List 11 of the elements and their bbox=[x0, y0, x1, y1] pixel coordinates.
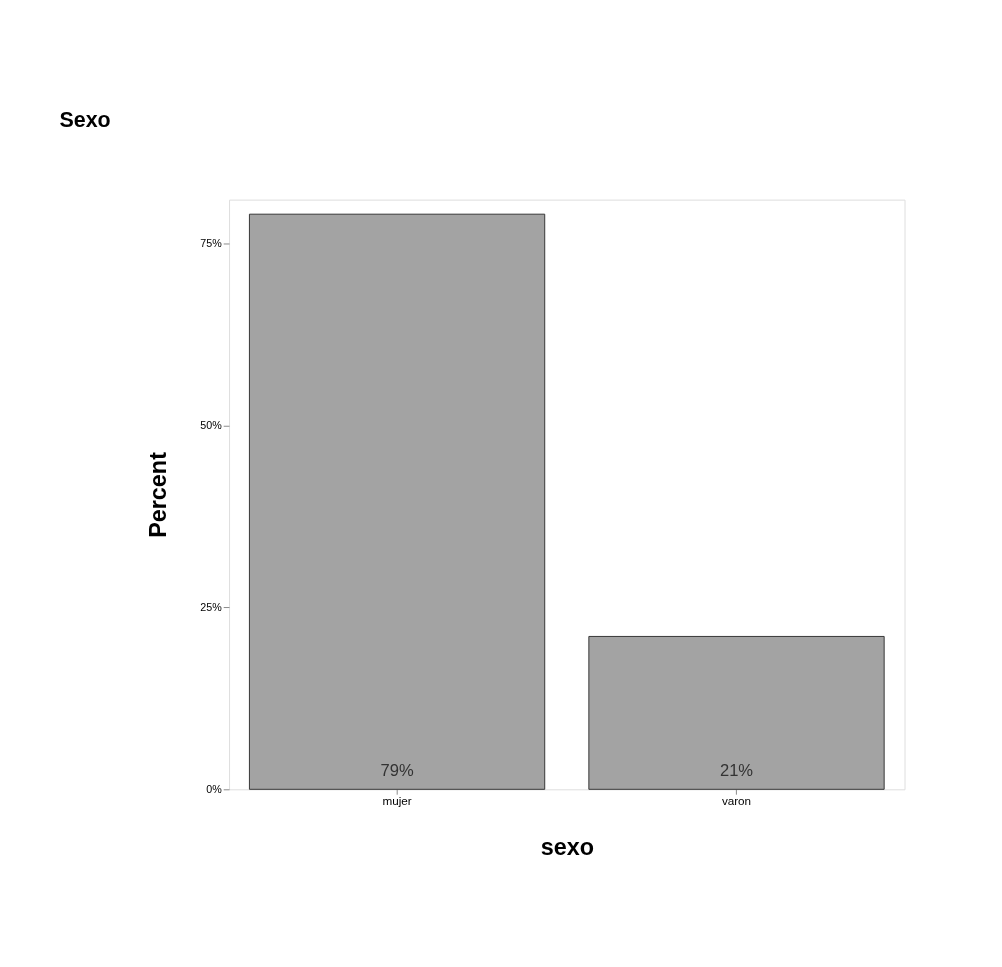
x-tick-label: mujer bbox=[382, 794, 412, 808]
y-tick-label: 0% bbox=[206, 782, 223, 795]
chart-title: Sexo bbox=[59, 107, 111, 132]
y-axis-title: Percent bbox=[145, 451, 172, 538]
x-axis-title: sexo bbox=[540, 834, 594, 861]
y-tick-label: 25% bbox=[200, 600, 223, 613]
data-label: 79% bbox=[380, 760, 414, 780]
y-tick-label: 75% bbox=[200, 236, 223, 249]
data-label: 21% bbox=[719, 760, 754, 780]
x-tick-label: varon bbox=[721, 794, 752, 808]
y-tick-label: 50% bbox=[200, 418, 223, 431]
